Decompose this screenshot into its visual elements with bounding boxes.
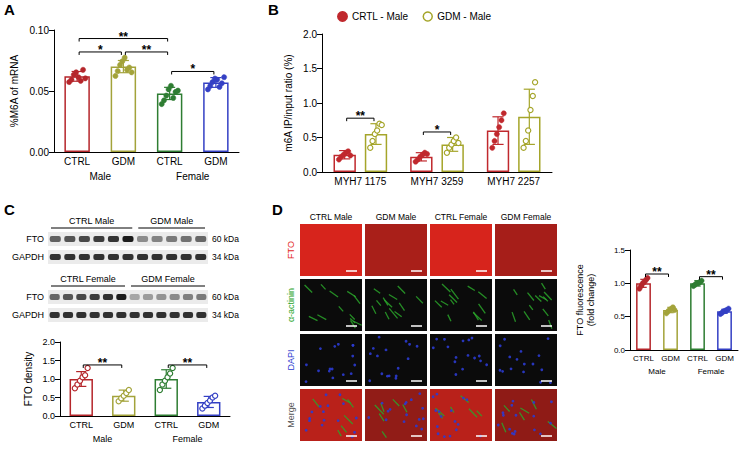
svg-text:1.5: 1.5 [42,356,55,366]
svg-text:MYH7 2257: MYH7 2257 [487,176,540,187]
svg-text:0.0: 0.0 [303,167,317,178]
svg-text:**: ** [119,30,129,44]
svg-text:0.5: 0.5 [303,132,317,143]
svg-text:**: ** [142,43,152,57]
svg-text:C: C [4,201,15,218]
svg-text:FTO: FTO [26,292,44,302]
svg-text:Male: Male [89,171,111,182]
svg-text:Male: Male [648,367,666,376]
svg-text:1.5: 1.5 [303,63,317,74]
svg-text:D: D [272,201,283,218]
svg-text:GAPDH: GAPDH [12,252,44,262]
svg-text:1.0: 1.0 [303,98,317,109]
svg-text:GDM: GDM [113,420,134,430]
svg-text:0.0: 0.0 [614,346,626,355]
svg-text:1.5: 1.5 [614,246,626,255]
svg-text:Female: Female [172,434,202,444]
svg-text:34 kDa: 34 kDa [212,310,239,320]
svg-text:CTRL Female: CTRL Female [60,274,116,284]
svg-text:Male: Male [93,434,113,444]
svg-text:CTRL: CTRL [157,156,184,167]
svg-text:**: ** [356,109,366,123]
svg-text:CTRL: CTRL [154,420,178,430]
svg-text:*: * [435,123,440,137]
svg-text:GDM: GDM [198,420,219,430]
svg-text:m6A IP/input ratio (%): m6A IP/input ratio (%) [283,54,294,151]
svg-text:MYH7 3259: MYH7 3259 [411,176,464,187]
svg-text:GDM Male: GDM Male [376,212,417,222]
svg-text:34 kDa: 34 kDa [212,252,239,262]
svg-text:DAPI: DAPI [286,349,296,370]
svg-text:CTRL: CTRL [687,354,708,363]
svg-text:CTRL: CTRL [69,420,93,430]
svg-text:60 kDa: 60 kDa [212,292,239,302]
svg-text:**: ** [183,356,193,370]
svg-text:CTRL: CTRL [633,354,654,363]
svg-text:GDM: GDM [204,156,227,167]
svg-text:**: ** [652,265,662,279]
svg-text:GDM Female: GDM Female [501,212,552,222]
svg-text:Female: Female [176,171,210,182]
svg-text:0.5: 0.5 [614,312,626,321]
svg-text:FTO density: FTO density [23,352,34,406]
svg-text:GDM Male: GDM Male [150,216,193,226]
svg-text:**: ** [98,356,108,370]
svg-text:A: A [4,1,15,18]
svg-text:0.10: 0.10 [30,25,50,36]
svg-text:0.0: 0.0 [42,411,55,421]
svg-text:α-actinin: α-actinin [286,288,296,322]
svg-text:MYH7 1175: MYH7 1175 [334,176,387,187]
svg-text:2.0: 2.0 [303,29,317,40]
svg-text:0.5: 0.5 [42,393,55,403]
svg-text:%M6A of mRNA: %M6A of mRNA [9,55,20,128]
svg-text:0.00: 0.00 [30,147,50,158]
svg-text:GDM Female: GDM Female [141,274,195,284]
svg-text:B: B [268,1,279,18]
svg-text:GDM: GDM [661,354,680,363]
svg-text:*: * [98,43,103,57]
svg-text:2.0: 2.0 [42,337,55,347]
svg-text:GDM: GDM [715,354,734,363]
svg-text:*: * [190,62,195,76]
svg-text:60 kDa: 60 kDa [212,234,239,244]
svg-text:Merge: Merge [286,402,296,428]
svg-text:GDM - Male: GDM - Male [437,11,491,22]
svg-text:1.0: 1.0 [614,279,626,288]
svg-text:CRTL - Male: CRTL - Male [352,11,409,22]
svg-text:GDM: GDM [112,156,135,167]
svg-text:(fold change): (fold change) [586,274,596,327]
svg-text:Female: Female [698,367,725,376]
svg-text:CTRL Male: CTRL Male [69,216,114,226]
svg-text:CTRL Male: CTRL Male [310,212,353,222]
svg-text:**: ** [706,268,716,282]
svg-text:0.05: 0.05 [30,86,50,97]
svg-text:1.0: 1.0 [42,374,55,384]
svg-text:FTO fluorescence: FTO fluorescence [575,264,585,335]
svg-text:GAPDH: GAPDH [12,310,44,320]
svg-text:CTRL Female: CTRL Female [435,212,488,222]
svg-text:CTRL: CTRL [64,156,91,167]
svg-text:FTO: FTO [286,241,296,259]
svg-text:FTO: FTO [26,234,44,244]
